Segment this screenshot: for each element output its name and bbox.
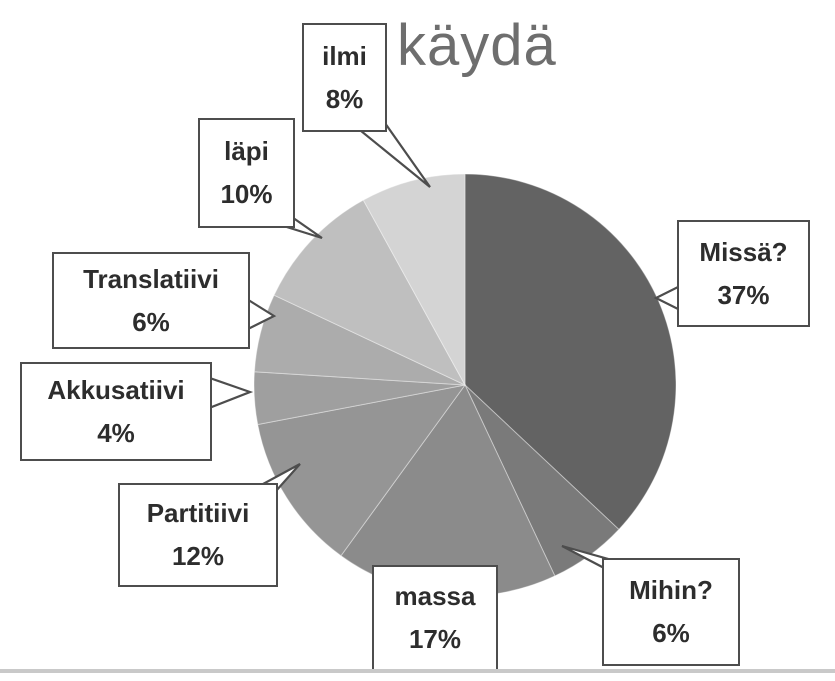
callout-massa: massa 17% xyxy=(372,565,498,671)
callout-mihin: Mihin? 6% xyxy=(602,558,740,666)
callout-label: Translatiivi xyxy=(83,263,219,294)
callout-label: Akkusatiivi xyxy=(47,374,185,405)
callout-label: Mihin? xyxy=(629,575,713,606)
pie xyxy=(253,173,677,597)
callout-missa: Missä? 37% xyxy=(677,220,810,327)
pie-slice-akkusatiivi xyxy=(253,371,466,426)
callout-percent: 4% xyxy=(97,417,135,448)
page-edge-divider xyxy=(0,669,835,673)
callout-percent: 8% xyxy=(325,83,364,114)
callout-ilmi: ilmi 8% xyxy=(302,23,387,132)
callout-label: Missä? xyxy=(699,236,788,267)
pie-slice-partitiivi xyxy=(257,384,467,557)
callout-translatiivi: Translatiivi 6% xyxy=(52,252,250,349)
pie-slice-miss xyxy=(464,173,677,531)
callout-partitiivi: Partitiivi 12% xyxy=(118,483,278,587)
pie-slice-translatiivi xyxy=(253,294,466,386)
callout-percent: 6% xyxy=(132,306,170,337)
callout-label: Partitiivi xyxy=(146,498,250,529)
callout-lapi: läpi 10% xyxy=(198,118,295,228)
callout-label: ilmi xyxy=(322,40,367,71)
callout-label: massa xyxy=(394,581,476,612)
callout-akkusatiivi: Akkusatiivi 4% xyxy=(20,362,212,461)
callout-percent: 10% xyxy=(220,179,273,209)
chart-title: käydä xyxy=(397,13,557,78)
callout-percent: 6% xyxy=(652,618,690,648)
callout-percent: 37% xyxy=(717,279,770,310)
callout-label: läpi xyxy=(224,136,269,167)
callout-percent: 12% xyxy=(171,541,225,571)
callout-percent: 17% xyxy=(408,624,462,654)
pie-slice-lpi xyxy=(273,199,467,387)
pie-slice-ilmi xyxy=(362,173,466,386)
